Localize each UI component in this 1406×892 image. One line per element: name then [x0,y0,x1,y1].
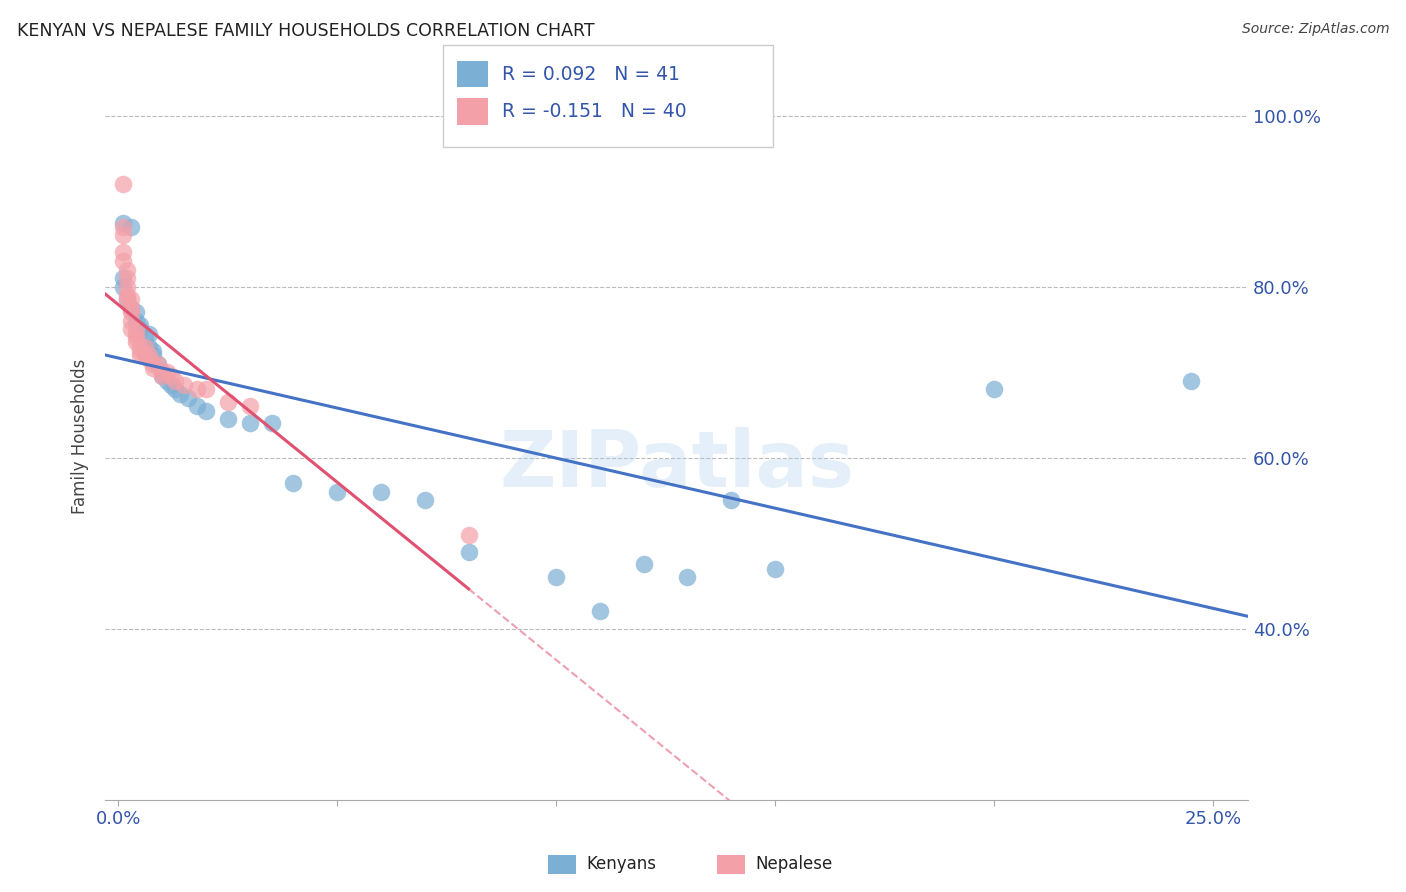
Point [134,339,156,353]
Point [134,348,156,362]
Point [676,570,699,584]
Point [160,378,183,392]
Point [217,395,239,409]
Point [125,322,148,336]
Point [138,339,160,353]
Y-axis label: Family Households: Family Households [72,359,89,514]
Point [457,544,479,558]
Point [283,476,305,491]
Point [150,365,173,379]
Point [239,400,262,414]
Point [138,326,160,341]
Point [111,219,134,234]
Point [457,527,479,541]
Point [121,301,143,315]
Point [129,339,152,353]
Point [138,352,160,367]
Point [121,322,143,336]
Text: Kenyans: Kenyans [586,855,657,873]
Point [633,558,655,572]
Point [150,369,173,384]
Point [134,331,156,345]
Point [129,348,152,362]
Point [125,331,148,345]
Point [121,305,143,319]
Point [150,369,173,384]
Point [160,369,183,384]
Point [115,293,138,307]
Point [125,305,148,319]
Point [121,301,143,315]
Point [111,254,134,268]
Point [111,271,134,285]
Point [111,245,134,260]
Point [1180,374,1202,388]
Point [194,403,217,417]
Point [115,288,138,302]
Text: ZIPatlas: ZIPatlas [499,427,853,503]
Point [239,417,262,431]
Point [763,562,786,576]
Point [115,271,138,285]
Text: R = 0.092   N = 41: R = 0.092 N = 41 [502,64,681,84]
Point [142,360,165,375]
Point [125,335,148,350]
Point [720,493,742,508]
Point [546,570,568,584]
Point [194,382,217,396]
Point [142,348,165,362]
Point [413,493,436,508]
Point [165,374,187,388]
Point [125,326,148,341]
Point [115,262,138,277]
Point [260,417,283,431]
Point [111,177,134,191]
Point [129,318,152,332]
Point [186,400,208,414]
Point [217,412,239,426]
Point [165,382,187,396]
Point [983,382,1005,396]
Text: KENYAN VS NEPALESE FAMILY HOUSEHOLDS CORRELATION CHART: KENYAN VS NEPALESE FAMILY HOUSEHOLDS COR… [17,22,595,40]
Point [111,216,134,230]
Point [186,382,208,396]
Point [111,279,134,293]
Text: Nepalese: Nepalese [755,855,832,873]
Point [142,343,165,358]
Point [121,219,143,234]
Point [142,357,165,371]
Point [169,386,191,401]
Point [115,279,138,293]
Point [177,391,200,405]
Point [326,484,349,499]
Point [370,484,392,499]
Point [125,314,148,328]
Point [138,348,160,362]
Point [173,378,195,392]
Text: R = -0.151   N = 40: R = -0.151 N = 40 [502,102,686,121]
Point [121,314,143,328]
Point [150,365,173,379]
Point [129,343,152,358]
Point [155,365,177,379]
Point [146,357,169,371]
Point [155,374,177,388]
Point [121,293,143,307]
Point [111,228,134,243]
Point [146,357,169,371]
Point [115,293,138,307]
Text: Source: ZipAtlas.com: Source: ZipAtlas.com [1241,22,1389,37]
Point [589,605,612,619]
Point [129,322,152,336]
